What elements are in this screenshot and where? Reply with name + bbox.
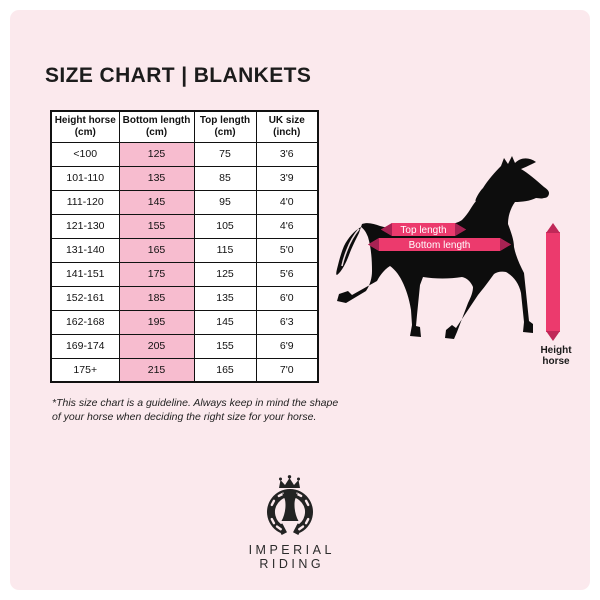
table-cell: 162-168 [50,309,120,335]
header-top-length: Top length (cm) [193,110,257,143]
table-cell: 5'0 [255,237,319,263]
size-table: Height horse (cm) Bottom length (cm) Top… [50,110,319,383]
footnote-line: *This size chart is a guideline. Always … [52,397,339,409]
table-cell: 95 [193,189,257,215]
table-cell: 5'6 [255,261,319,287]
table-cell: 85 [193,165,257,191]
table-row: 111-120 145 95 4'0 [50,189,319,215]
table-row: 169-174 205 155 6'9 [50,333,319,359]
table-cell: 195 [118,309,195,335]
table-cell: 6'0 [255,285,319,311]
header-uk-size: UK size (inch) [255,110,319,143]
table-cell: 3'6 [255,141,319,167]
top-length-arrow [381,223,466,236]
table-cell: 6'3 [255,309,319,335]
page-title: SIZE CHART | BLANKETS [45,64,312,87]
horse-measurement-diagram: Top length Bottom length Height horse [330,145,580,367]
table-cell: 145 [193,309,257,335]
table-row: 152-161 185 135 6'0 [50,285,319,311]
table-cell: 185 [118,285,195,311]
table-row: <100 125 75 3'6 [50,141,319,167]
table-row: 131-140 165 115 5'0 [50,237,319,263]
table-cell: 175 [118,261,195,287]
header-unit: (cm) [74,126,96,138]
header-bottom-length: Bottom length (cm) [118,110,195,143]
size-table-body: <100 125 75 3'6 101-110 135 85 3'9 111-120 145 95 4… [50,141,319,383]
table-cell: 4'0 [255,189,319,215]
tail-highlight [341,228,360,267]
table-cell: 4'6 [255,213,319,239]
table-cell: 135 [118,165,195,191]
table-cell: 121-130 [50,213,120,239]
table-cell: 135 [193,285,257,311]
table-cell: 152-161 [50,285,120,311]
table-row: 141-151 175 125 5'6 [50,261,319,287]
table-cell: 7'0 [255,357,319,383]
table-cell: 105 [193,213,257,239]
header-height-horse: Height horse (cm) [50,110,120,143]
imperial-riding-logo: IMPERIAL RIDING [0,474,580,571]
header-line: Height horse [54,114,116,126]
bottom-length-arrow [368,238,511,251]
header-line: Top length [199,114,251,126]
table-cell: 125 [193,261,257,287]
table-row: 121-130 155 105 4'6 [50,213,319,239]
horseshoe-crown-icon [267,475,313,536]
header-unit: (inch) [273,126,301,138]
header-line: Bottom length [122,114,191,126]
header-unit: (cm) [145,126,168,138]
height-horse-arrow [546,223,560,341]
table-cell: 3'9 [255,165,319,191]
table-row: 175+ 215 165 7'0 [50,357,319,383]
logo-text-line2: RIDING [259,557,325,571]
table-cell: 115 [193,237,257,263]
height-horse-label: Height horse [540,345,572,367]
table-cell: 175+ [50,357,120,383]
crown-icon [279,475,300,488]
table-cell: 155 [118,213,195,239]
logo-column-i [281,493,299,521]
table-cell: 165 [118,237,195,263]
logo-text-line1: IMPERIAL [248,543,335,557]
guideline-footnote: *This size chart is a guideline. Always … [52,396,338,424]
top-length-label: Top length [400,224,447,236]
table-cell: 131-140 [50,237,120,263]
size-table-header: Height horse (cm) Bottom length (cm) Top… [50,110,319,143]
header-line: UK size [268,114,305,126]
bottom-length-label: Bottom length [408,239,471,251]
table-cell: 215 [118,357,195,383]
table-row: 162-168 195 145 6'3 [50,309,319,335]
table-cell: 205 [118,333,195,359]
header-unit: (cm) [214,126,236,138]
table-row: 101-110 135 85 3'9 [50,165,319,191]
table-cell: 155 [193,333,257,359]
header-row: Height horse (cm) Bottom length (cm) Top… [50,110,319,143]
table-cell: 141-151 [50,261,120,287]
table-cell: 75 [193,141,257,167]
table-cell: 111-120 [50,189,120,215]
table-cell: 6'9 [255,333,319,359]
table-cell: 165 [193,357,257,383]
table-cell: 169-174 [50,333,120,359]
horse-silhouette-icon [336,156,560,341]
table-cell: 101-110 [50,165,120,191]
footnote-line: of your horse when deciding the right si… [52,411,317,423]
table-cell: 145 [118,189,195,215]
table-cell: <100 [50,141,120,167]
table-cell: 125 [118,141,195,167]
